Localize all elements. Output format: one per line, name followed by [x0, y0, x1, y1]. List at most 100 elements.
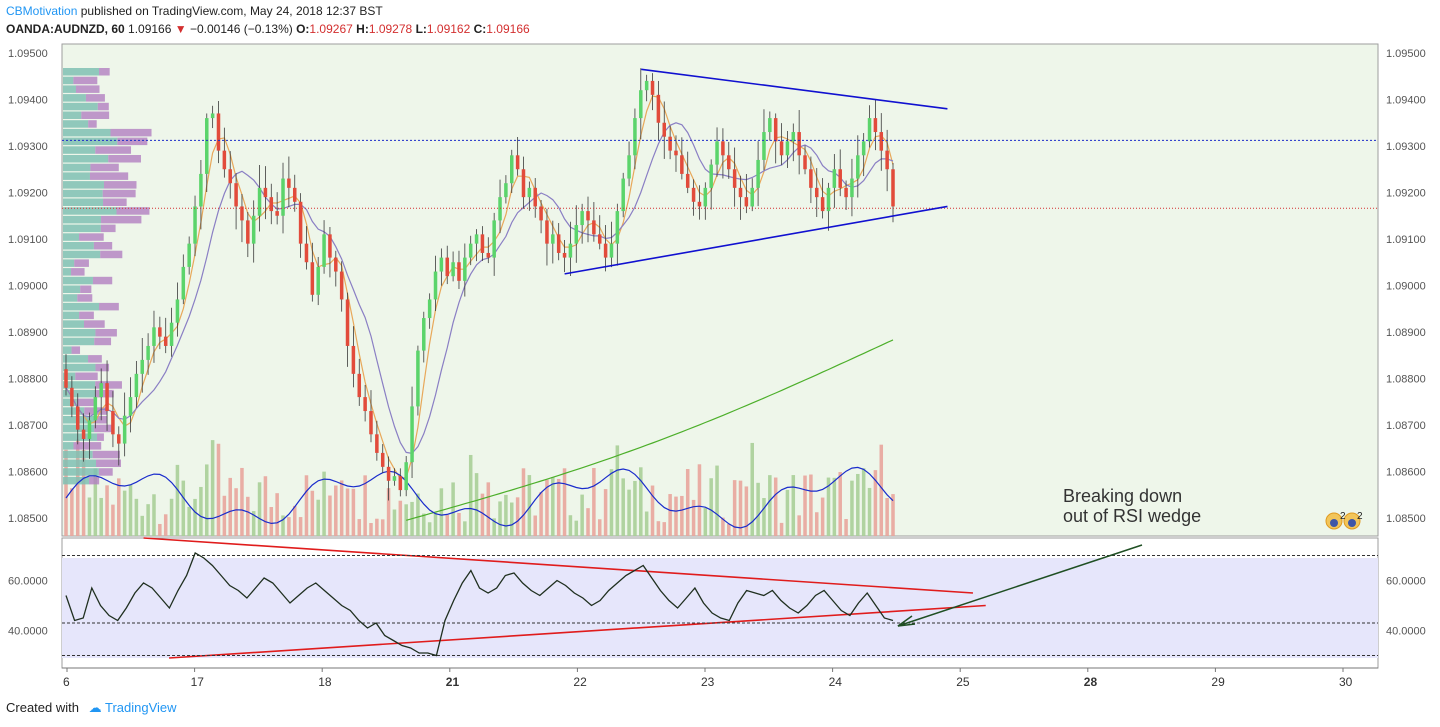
volume-bar [205, 464, 209, 536]
x-tick-label: 24 [829, 675, 843, 689]
volume-bar [885, 498, 889, 536]
badge-count: 2 [1340, 511, 1346, 522]
x-tick-label: 6 [63, 675, 70, 689]
volume-bar [292, 505, 297, 536]
cloud-icon: ☁ [88, 700, 102, 715]
volume-bar [551, 477, 555, 536]
volume-bar [662, 522, 667, 536]
candle-body [64, 369, 68, 388]
profile-bar-down [98, 68, 110, 76]
price-trendline-lower[interactable] [564, 205, 948, 275]
low-value: 1.09162 [426, 22, 471, 36]
arrow-head [897, 615, 916, 627]
profile-bar-up [63, 363, 96, 372]
candle-body [814, 187, 819, 198]
volume-bar [193, 498, 197, 536]
volume-bar [158, 523, 162, 536]
profile-bar-up [63, 268, 72, 276]
rsi-trendline-lower[interactable] [169, 604, 986, 659]
volume-bar [93, 468, 98, 536]
volume-bar [691, 499, 696, 536]
candle-body [750, 187, 754, 207]
volume-bar [463, 521, 467, 536]
volume-bar [715, 465, 719, 536]
volume-bar [773, 477, 778, 536]
volume-bar [562, 468, 567, 536]
volume-bar [257, 482, 262, 536]
volume-bar [639, 467, 643, 536]
candle-body [175, 299, 180, 323]
candle-body [785, 141, 790, 156]
profile-bar-down [103, 198, 127, 206]
volume-bar [328, 495, 332, 536]
candle-body [298, 201, 303, 244]
profile-bar-up [63, 207, 117, 215]
candle-body [832, 169, 837, 188]
rsi-trendline-upper[interactable] [143, 537, 974, 594]
price-trendline-upper[interactable] [641, 68, 948, 110]
tradingview-link[interactable]: TradingView [105, 700, 177, 715]
candle-body [140, 359, 145, 374]
candle-body [668, 136, 672, 151]
profile-bar-down [89, 476, 100, 485]
candle-body [181, 266, 186, 300]
volume-bar [650, 485, 655, 536]
volume-bar [504, 494, 508, 536]
y-tick-label-right: 1.09500 [1386, 48, 1426, 60]
profile-bar-down [79, 311, 94, 320]
volume-bar [140, 515, 145, 536]
y-tick-label-right: 1.08500 [1386, 513, 1426, 525]
candle-body [70, 387, 74, 407]
volume-bar [515, 497, 520, 536]
volume-bar [580, 494, 584, 536]
volume-bar [87, 497, 92, 536]
events-badge[interactable]: 2 2 [1325, 511, 1363, 530]
volume-bar [756, 482, 760, 536]
volume-bar [832, 477, 837, 536]
volume-bar [275, 493, 279, 536]
y-tick-label-right: 1.09400 [1386, 95, 1426, 107]
rsi-tick-label-left: 60.0000 [8, 576, 48, 588]
profile-bar-down [98, 468, 113, 476]
profile-bar-up [63, 146, 96, 154]
profile-bar-down [71, 268, 85, 276]
volume-bar [826, 477, 831, 536]
candle-body [445, 257, 450, 277]
candle-body [210, 113, 215, 119]
profile-bar-up [63, 355, 89, 363]
volume-bar [603, 489, 608, 536]
candle-body [615, 211, 620, 244]
price-pane[interactable] [61, 43, 1379, 537]
volume-bar [732, 480, 737, 536]
candle-body [867, 118, 872, 142]
profile-bar-up [63, 85, 76, 93]
volume-bar [392, 509, 397, 536]
candle-body [627, 155, 631, 179]
volume-bar [498, 501, 502, 536]
volume-bar [621, 478, 625, 536]
profile-bar-down [97, 102, 109, 111]
volume-bar [105, 485, 109, 536]
profile-bar-down [95, 329, 117, 337]
author-link[interactable]: CBMotivation [6, 4, 78, 18]
candle-body [134, 373, 139, 398]
candle-body [856, 155, 860, 179]
candle-body [357, 373, 362, 398]
candle-body [639, 90, 643, 119]
candle-body [721, 141, 725, 156]
candle-body [416, 350, 420, 407]
candle-body [597, 234, 602, 244]
volume-bar [216, 443, 221, 536]
volume-bar [386, 488, 391, 536]
volume-bar [750, 442, 754, 536]
profile-bar-up [63, 76, 74, 85]
candle-body [891, 169, 895, 207]
symbol-name[interactable]: OANDA:AUDNZD, 60 [6, 22, 125, 36]
y-tick-label-left: 1.08900 [8, 327, 48, 339]
volume-bar [339, 480, 344, 536]
x-tick-label: 29 [1211, 675, 1225, 689]
moving-averages [65, 95, 894, 529]
y-tick-label-left: 1.09400 [8, 95, 48, 107]
volume-bar [873, 470, 878, 536]
